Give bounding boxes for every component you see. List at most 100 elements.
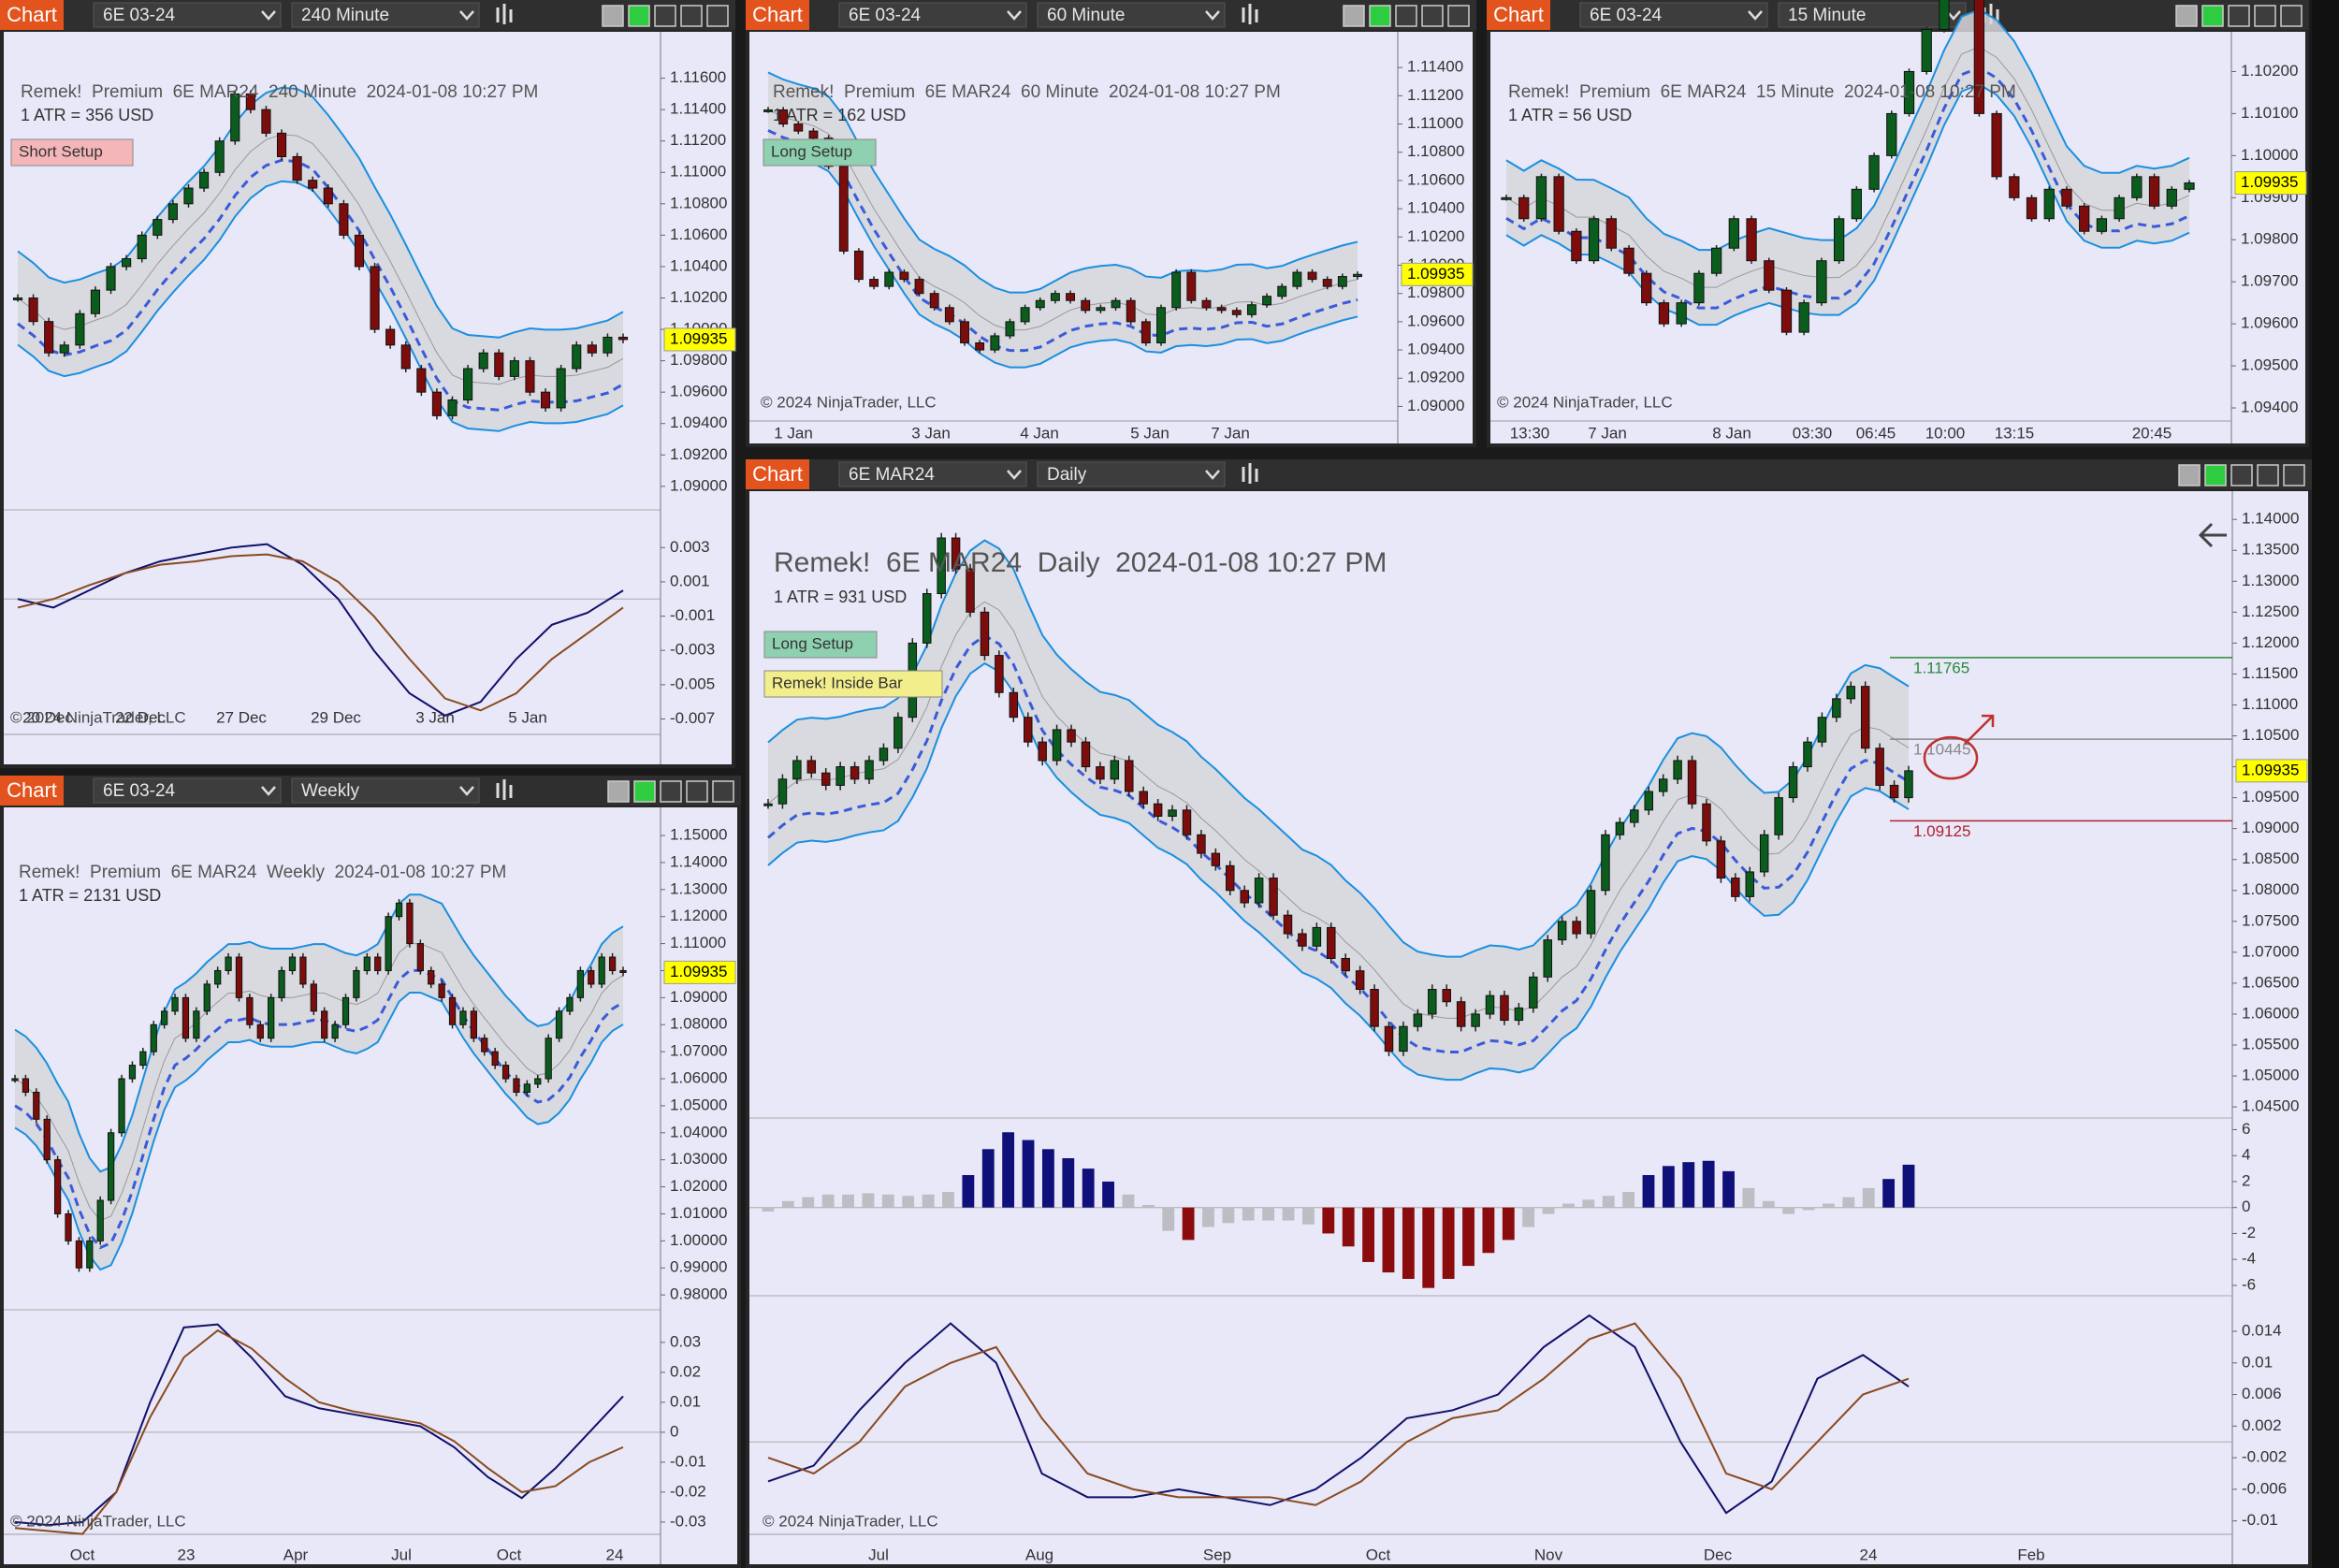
- dropdown[interactable]: [1579, 2, 1768, 28]
- dropdown[interactable]: [1778, 2, 1967, 28]
- x-tick-label: Aug: [1025, 1546, 1053, 1563]
- candle: [1052, 729, 1062, 762]
- candle: [1886, 112, 1897, 156]
- candle: [1832, 698, 1841, 719]
- bar-style-icon[interactable]: [496, 4, 513, 24]
- window-button[interactable]: [1395, 5, 1417, 27]
- window-button[interactable]: [2175, 5, 2198, 27]
- candle: [308, 180, 318, 189]
- bar-style-icon[interactable]: [1242, 4, 1258, 24]
- histogram-bar: [1722, 1170, 1735, 1208]
- candle: [161, 1010, 168, 1025]
- candle: [1514, 1007, 1524, 1022]
- window-button[interactable]: [602, 5, 624, 27]
- atr-label: 1 ATR = 2131 USD: [19, 886, 161, 905]
- candle: [1384, 1025, 1394, 1053]
- dropdown[interactable]: [291, 777, 480, 804]
- x-tick-label: Nov: [1534, 1546, 1563, 1563]
- window-button[interactable]: [712, 780, 734, 803]
- y-tick-label: 1.11200: [670, 131, 726, 149]
- y-tick-label: 1.10200: [1407, 227, 1464, 245]
- setup-badge: [10, 138, 134, 167]
- window-button[interactable]: [2201, 5, 2224, 27]
- dropdown-arrow: [1205, 10, 1220, 21]
- y-tick-label: -0.02: [670, 1482, 706, 1500]
- dropdown[interactable]: [1037, 461, 1226, 487]
- histogram-bar: [1041, 1149, 1054, 1208]
- y-tick-label: -6: [2242, 1275, 2256, 1293]
- candle: [1745, 871, 1755, 897]
- candle: [261, 109, 271, 134]
- window-button[interactable]: [660, 780, 682, 803]
- window-button[interactable]: [2257, 464, 2279, 486]
- window-button[interactable]: [2178, 464, 2201, 486]
- window-button[interactable]: [2228, 5, 2250, 27]
- window-button[interactable]: [1343, 5, 1365, 27]
- y-tick-label: 1.13000: [2242, 572, 2299, 589]
- band-upper: [767, 539, 1910, 958]
- bar-style-icon[interactable]: [1242, 463, 1258, 484]
- window-button[interactable]: [633, 780, 656, 803]
- window-button[interactable]: [1369, 5, 1391, 27]
- histogram-bar: [1742, 1187, 1755, 1208]
- dropdown[interactable]: [93, 2, 282, 28]
- candle: [1110, 760, 1120, 780]
- candle: [122, 258, 132, 268]
- window-button[interactable]: [2204, 464, 2227, 486]
- x-tick-label: 5 Jan: [508, 708, 547, 726]
- candle: [603, 336, 613, 354]
- window-button[interactable]: [2283, 464, 2305, 486]
- candle: [416, 368, 427, 393]
- y-tick-label: 1.09800: [670, 351, 727, 369]
- window-button[interactable]: [607, 780, 630, 803]
- candle: [385, 328, 396, 346]
- candle: [1277, 285, 1287, 298]
- y-tick-label: 1.09200: [670, 445, 727, 463]
- window-button[interactable]: [2254, 5, 2276, 27]
- candle: [1312, 926, 1322, 947]
- y-tick-label: 1.08500: [2242, 849, 2299, 867]
- copyright: © 2024 NinjaTrader, LLC: [10, 708, 186, 726]
- y-tick-label: 1.10500: [2242, 726, 2299, 744]
- histogram-bar: [1062, 1157, 1075, 1208]
- x-tick-label: 1 Jan: [774, 424, 813, 442]
- copyright: © 2024 NinjaTrader, LLC: [1497, 393, 1673, 411]
- window-button[interactable]: [628, 5, 650, 27]
- window-button[interactable]: [1421, 5, 1444, 27]
- window-button[interactable]: [706, 5, 729, 27]
- candle: [2131, 176, 2143, 198]
- candle: [11, 1078, 19, 1082]
- y-tick-label: 1.12500: [2242, 603, 2299, 620]
- histogram-bar: [1202, 1207, 1214, 1227]
- candle: [566, 996, 574, 1012]
- price-tag: [2235, 759, 2308, 783]
- window-button[interactable]: [654, 5, 676, 27]
- histogram-bar: [1702, 1160, 1715, 1208]
- candle: [118, 1078, 125, 1134]
- window-button[interactable]: [1447, 5, 1470, 27]
- window-button[interactable]: [680, 5, 703, 27]
- window-button[interactable]: [2280, 5, 2303, 27]
- window-button[interactable]: [2230, 464, 2253, 486]
- dropdown[interactable]: [838, 461, 1027, 487]
- band-mid: [14, 943, 624, 1222]
- candle: [167, 203, 178, 221]
- candle: [225, 956, 232, 971]
- band-lower: [14, 991, 624, 1271]
- dropdown[interactable]: [1037, 2, 1226, 28]
- dropdown[interactable]: [291, 2, 480, 28]
- back-arrow[interactable]: [2198, 522, 2227, 548]
- candle: [1780, 289, 1793, 333]
- dropdown-arrow: [1205, 470, 1220, 480]
- y-tick-label: 1.09000: [1407, 397, 1464, 414]
- histogram-bar: [1542, 1207, 1555, 1214]
- x-tick-label: Sep: [1203, 1546, 1231, 1563]
- window-button[interactable]: [686, 780, 708, 803]
- dropdown[interactable]: [93, 777, 282, 804]
- bar-style-icon[interactable]: [496, 779, 513, 800]
- dropdown[interactable]: [838, 2, 1027, 28]
- histogram-bar: [1902, 1164, 1915, 1208]
- candle: [914, 279, 924, 295]
- histogram-bar: [1462, 1207, 1475, 1267]
- target-level-label: 1.09125: [1913, 822, 1970, 840]
